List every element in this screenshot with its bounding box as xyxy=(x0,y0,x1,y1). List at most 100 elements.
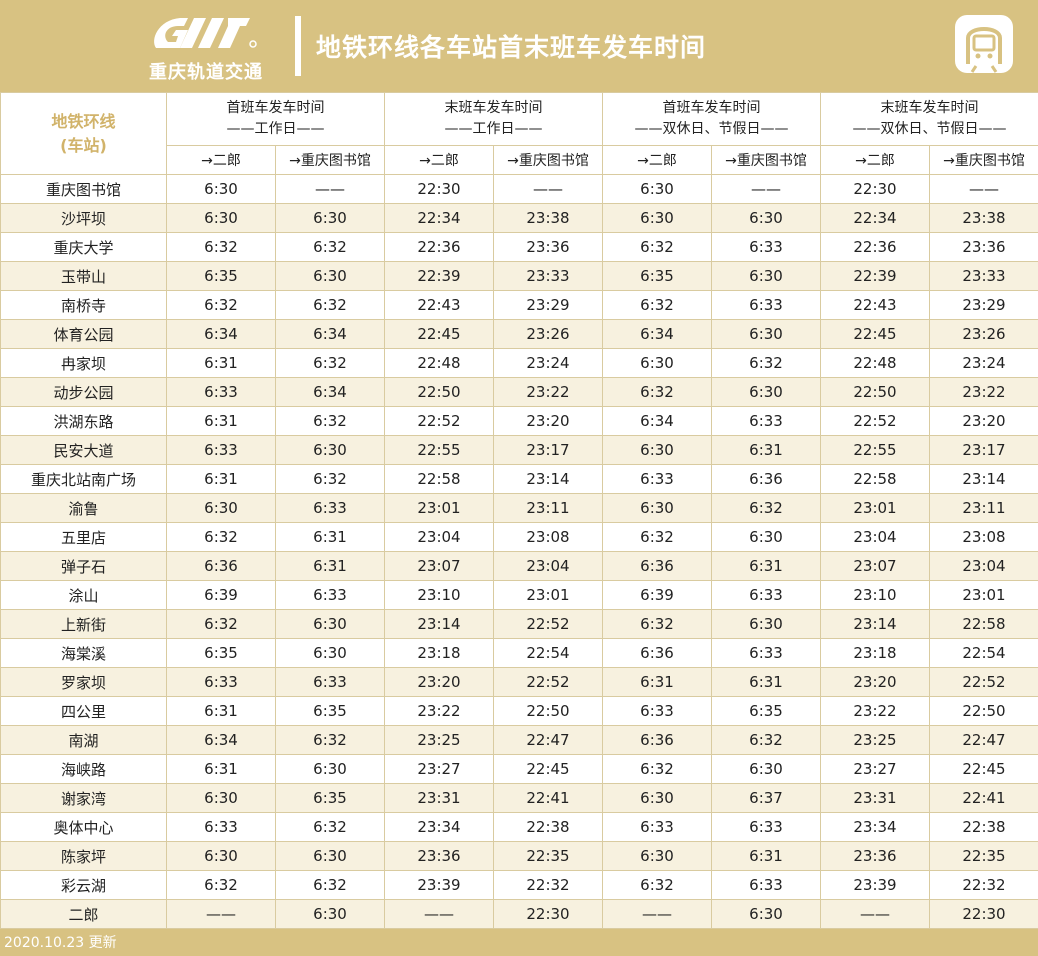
time-cell: —— xyxy=(602,899,712,929)
time-cell: 22:52 xyxy=(493,667,603,697)
corner-label-line1: 地铁环线 xyxy=(51,111,116,131)
time-cell: 22:45 xyxy=(820,319,930,349)
time-cell: 22:39 xyxy=(820,261,930,291)
time-cell: 23:34 xyxy=(820,812,930,842)
time-cell: 22:54 xyxy=(929,638,1038,668)
time-cell: 22:32 xyxy=(929,870,1038,900)
time-cell: 22:34 xyxy=(384,203,494,233)
time-cell: 6:33 xyxy=(711,580,821,610)
table-row: 海峡路 6:31 6:30 23:27 22:45 6:32 6:30 23:27 22:45 xyxy=(0,754,1038,784)
table-row: 玉带山 6:35 6:30 22:39 23:33 6:35 6:30 22:39 23:33 xyxy=(0,261,1038,291)
time-cell: 23:39 xyxy=(820,870,930,900)
time-cell: 6:32 xyxy=(602,609,712,639)
direction-header: →重庆图书馆 xyxy=(711,145,821,175)
group-header-subtitle: ——双休日、节假日—— xyxy=(852,121,1007,137)
time-cell: 6:30 xyxy=(711,609,821,639)
time-cell: 6:33 xyxy=(602,696,712,726)
table-row: 五里店 6:32 6:31 23:04 23:08 6:32 6:30 23:04 23:08 xyxy=(0,522,1038,552)
time-cell: 6:34 xyxy=(166,319,276,349)
time-cell: —— xyxy=(820,899,930,929)
time-cell: 6:32 xyxy=(602,232,712,262)
time-cell: 6:35 xyxy=(166,638,276,668)
time-cell: —— xyxy=(275,174,385,204)
table-row: 重庆图书馆 6:30 —— 22:30 —— 6:30 —— 22:30 —— xyxy=(0,174,1038,204)
time-cell: 6:31 xyxy=(166,696,276,726)
time-cell: 23:14 xyxy=(493,464,603,494)
station-name: 四公里 xyxy=(0,696,167,726)
time-cell: 6:31 xyxy=(275,522,385,552)
time-cell: 22:30 xyxy=(384,174,494,204)
time-cell: 6:31 xyxy=(275,551,385,581)
time-cell: 23:24 xyxy=(493,348,603,378)
time-cell: 6:32 xyxy=(275,464,385,494)
time-cell: 6:30 xyxy=(602,203,712,233)
time-cell: 23:01 xyxy=(929,580,1038,610)
table-row: 海棠溪 6:35 6:30 23:18 22:54 6:36 6:33 23:18 22:54 xyxy=(0,638,1038,668)
time-cell: 6:30 xyxy=(275,899,385,929)
time-cell: 22:32 xyxy=(493,870,603,900)
time-cell: 6:33 xyxy=(602,812,712,842)
time-cell: 22:35 xyxy=(493,841,603,871)
time-cell: 6:30 xyxy=(275,754,385,784)
table-row: 渝鲁 6:30 6:33 23:01 23:11 6:30 6:32 23:01 23:11 xyxy=(0,493,1038,523)
time-cell: 6:32 xyxy=(602,377,712,407)
time-cell: 23:17 xyxy=(493,435,603,465)
time-cell: 6:35 xyxy=(166,261,276,291)
time-cell: 23:31 xyxy=(384,783,494,813)
time-cell: 23:36 xyxy=(384,841,494,871)
time-cell: 23:36 xyxy=(929,232,1038,262)
time-cell: —— xyxy=(493,174,603,204)
time-cell: —— xyxy=(384,899,494,929)
time-cell: 23:01 xyxy=(820,493,930,523)
time-cell: 22:58 xyxy=(929,609,1038,639)
group-header-title: 末班车发车时间 xyxy=(880,100,979,116)
time-cell: 23:31 xyxy=(820,783,930,813)
time-cell: 22:48 xyxy=(820,348,930,378)
time-cell: 22:30 xyxy=(820,174,930,204)
station-name: 海峡路 xyxy=(0,754,167,784)
table-row: 谢家湾 6:30 6:35 23:31 22:41 6:30 6:37 23:31 22:41 xyxy=(0,783,1038,813)
station-name: 陈家坪 xyxy=(0,841,167,871)
time-cell: 6:30 xyxy=(275,261,385,291)
time-cell: 6:33 xyxy=(711,638,821,668)
time-cell: 6:33 xyxy=(711,232,821,262)
time-cell: 23:18 xyxy=(820,638,930,668)
time-cell: 23:14 xyxy=(820,609,930,639)
time-cell: 6:36 xyxy=(602,725,712,755)
time-cell: 23:26 xyxy=(493,319,603,349)
time-cell: 23:01 xyxy=(493,580,603,610)
time-cell: 6:30 xyxy=(275,841,385,871)
time-cell: 6:31 xyxy=(166,754,276,784)
time-cell: 6:30 xyxy=(711,319,821,349)
time-cell: 6:32 xyxy=(275,870,385,900)
time-cell: 23:22 xyxy=(820,696,930,726)
table-row: 重庆大学 6:32 6:32 22:36 23:36 6:32 6:33 22:36 23:36 xyxy=(0,232,1038,262)
time-cell: 22:38 xyxy=(929,812,1038,842)
time-cell: 23:01 xyxy=(384,493,494,523)
time-cell: 22:34 xyxy=(820,203,930,233)
time-cell: 6:31 xyxy=(711,551,821,581)
time-cell: 22:52 xyxy=(384,406,494,436)
time-cell: 22:39 xyxy=(384,261,494,291)
time-cell: 23:27 xyxy=(384,754,494,784)
time-cell: 22:43 xyxy=(384,290,494,320)
time-cell: 23:29 xyxy=(929,290,1038,320)
direction-header: →重庆图书馆 xyxy=(929,145,1038,175)
direction-header: →二郎 xyxy=(384,145,494,175)
time-cell: 6:31 xyxy=(711,435,821,465)
time-cell: 23:07 xyxy=(820,551,930,581)
time-cell: 23:24 xyxy=(929,348,1038,378)
time-cell: 6:32 xyxy=(602,522,712,552)
time-cell: 6:32 xyxy=(166,232,276,262)
time-cell: 22:52 xyxy=(929,667,1038,697)
time-cell: 23:36 xyxy=(493,232,603,262)
station-name: 罗家坝 xyxy=(0,667,167,697)
time-cell: 6:32 xyxy=(166,290,276,320)
time-cell: 6:32 xyxy=(166,522,276,552)
group-header-subtitle: ——工作日—— xyxy=(444,121,543,137)
time-cell: 6:35 xyxy=(711,696,821,726)
time-cell: 23:08 xyxy=(493,522,603,552)
time-cell: 6:33 xyxy=(275,667,385,697)
time-cell: 6:30 xyxy=(602,493,712,523)
time-cell: 6:30 xyxy=(602,348,712,378)
